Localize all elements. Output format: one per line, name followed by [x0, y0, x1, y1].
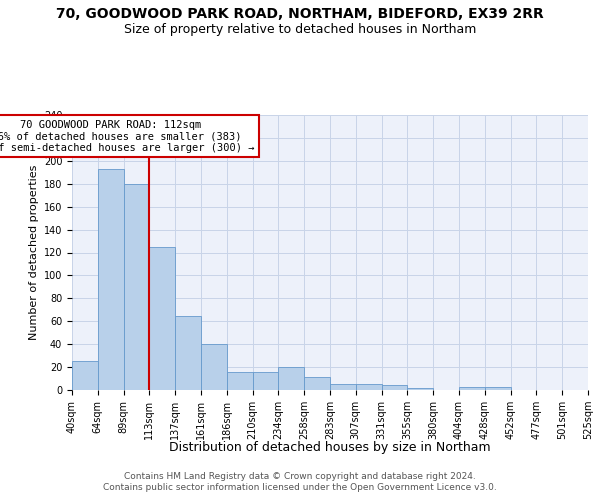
- Bar: [175, 316, 201, 390]
- Bar: [330, 384, 356, 390]
- Text: Size of property relative to detached houses in Northam: Size of property relative to detached ho…: [124, 22, 476, 36]
- Text: Contains public sector information licensed under the Open Government Licence v3: Contains public sector information licen…: [103, 484, 497, 492]
- Bar: [459, 386, 485, 390]
- Text: 70, GOODWOOD PARK ROAD, NORTHAM, BIDEFORD, EX39 2RR: 70, GOODWOOD PARK ROAD, NORTHAM, BIDEFOR…: [56, 8, 544, 22]
- Y-axis label: Number of detached properties: Number of detached properties: [29, 165, 40, 340]
- Bar: [382, 386, 407, 390]
- Bar: [304, 378, 330, 390]
- Bar: [407, 388, 433, 390]
- Text: Distribution of detached houses by size in Northam: Distribution of detached houses by size …: [169, 441, 491, 454]
- Text: Contains HM Land Registry data © Crown copyright and database right 2024.: Contains HM Land Registry data © Crown c…: [124, 472, 476, 481]
- Bar: [227, 372, 253, 390]
- Bar: [98, 169, 124, 390]
- Bar: [278, 367, 304, 390]
- Text: 70 GOODWOOD PARK ROAD: 112sqm
← 56% of detached houses are smaller (383)
43% of : 70 GOODWOOD PARK ROAD: 112sqm ← 56% of d…: [0, 120, 254, 153]
- Bar: [149, 247, 175, 390]
- Bar: [72, 362, 98, 390]
- Bar: [253, 372, 278, 390]
- Bar: [201, 344, 227, 390]
- Bar: [485, 386, 511, 390]
- Bar: [356, 384, 382, 390]
- Bar: [124, 184, 149, 390]
